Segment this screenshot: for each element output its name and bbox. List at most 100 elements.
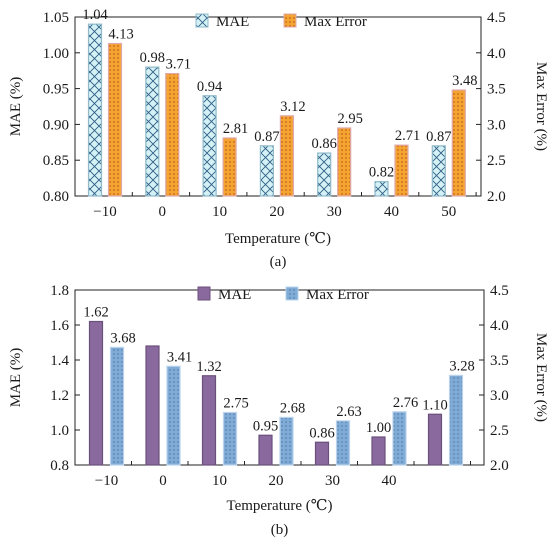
bar-max-error — [279, 416, 294, 466]
y-tick-label: 1.0 — [50, 423, 69, 439]
data-label-mae: 0.94 — [197, 79, 223, 95]
data-label-max-error: 2.71 — [395, 128, 420, 144]
bar-max-error — [165, 72, 180, 197]
data-label-max-error: 4.13 — [108, 26, 133, 42]
bar-mae — [258, 434, 273, 466]
y-tick-label: 0.90 — [43, 117, 69, 133]
bar-mae — [87, 23, 103, 197]
y-tick-label: 1.8 — [50, 283, 69, 299]
y-axis-title: MAE (%) — [8, 77, 24, 137]
y2-axis-title: Max Error (%) — [533, 62, 549, 151]
x-tick-label: 0 — [159, 204, 167, 220]
bar-max-error — [222, 137, 237, 197]
x-tick-label: 20 — [269, 473, 284, 489]
bar-max-error — [222, 411, 238, 466]
y2-tick-label: 3.0 — [487, 117, 506, 133]
x-tick-label: −10 — [93, 204, 116, 220]
data-label-max-error: 3.48 — [452, 73, 477, 89]
x-tick-label: 50 — [441, 204, 456, 220]
bar-max-error — [109, 346, 125, 466]
y-tick-label: 1.00 — [43, 46, 69, 62]
bar-mae — [145, 66, 160, 197]
chart-b: 0.8 1.0 1.2 1.4 1.6 1.8 2.0 2.5 3.0 3.5 4.0 4.5 1.62… — [8, 283, 549, 538]
y2-axis-title: Max Error (%) — [533, 333, 549, 422]
y-tick-label: 1.05 — [43, 10, 69, 26]
bar-max-error — [335, 420, 351, 466]
y2-tick-label: 4.0 — [490, 318, 509, 334]
data-label-mae: 0.82 — [369, 165, 394, 181]
x-axis-title: Temperature (℃) — [226, 498, 332, 514]
y2-tick-label: 4.5 — [487, 10, 506, 26]
bar-mae — [314, 441, 330, 466]
legend-swatch-max-error — [285, 286, 299, 301]
y2-tick-label: 2.0 — [487, 189, 506, 205]
legend-label-max-error: Max Error — [304, 14, 367, 30]
x-tick-label: 20 — [269, 204, 284, 220]
figure-caption: (b) — [271, 522, 289, 538]
data-label-mae: 0.95 — [253, 418, 278, 434]
y-tick-label: 0.8 — [50, 458, 69, 474]
y-tick-label: 0.80 — [43, 189, 69, 205]
y-tick-label: 1.4 — [50, 353, 69, 369]
data-label-mae: 0.87 — [254, 129, 279, 145]
bar-max-error — [451, 89, 466, 197]
bar-max-error — [166, 365, 181, 466]
bar-mae — [145, 345, 160, 466]
x-tick-label: 40 — [384, 204, 399, 220]
figure-caption: (a) — [270, 254, 287, 270]
data-label-mae: 1.32 — [196, 359, 221, 375]
bar-max-error — [394, 144, 409, 197]
data-label-mae: 1.10 — [422, 397, 447, 413]
data-label-max-error: 2.81 — [223, 121, 248, 137]
bar-mae — [259, 145, 274, 197]
bar-mae — [427, 413, 443, 466]
data-label-max-error: 3.12 — [280, 99, 305, 115]
legend-swatch-max-error — [283, 13, 297, 28]
plot-frame — [74, 16, 482, 197]
y2-tick-label: 4.0 — [487, 46, 506, 62]
x-tick-label: 40 — [382, 473, 397, 489]
x-axis-title: Temperature (℃) — [225, 231, 331, 247]
bar-mae — [201, 375, 217, 466]
bar-mae — [317, 152, 332, 197]
data-label-mae: 1.00 — [366, 420, 391, 436]
data-label-max-error: 2.75 — [223, 396, 248, 412]
y-tick-label: 1.2 — [50, 388, 69, 404]
bar-max-error — [392, 411, 407, 466]
legend-label-max-error: Max Error — [306, 287, 369, 303]
data-label-max-error: 2.63 — [336, 404, 361, 420]
y2-tick-label: 3.5 — [490, 353, 509, 369]
data-label-max-error: 2.95 — [338, 111, 363, 127]
bar-max-error — [107, 42, 123, 197]
chart-a: 0.80 0.85 0.90 0.95 1.00 1.05 2.0 2.5 3.0 3.5 4.0 4… — [8, 7, 549, 270]
bar-max-error — [279, 115, 294, 197]
data-label-mae: 1.62 — [83, 305, 108, 321]
x-tick-label: 30 — [325, 473, 340, 489]
y-tick-label: 1.6 — [50, 318, 69, 334]
legend-swatch-mae — [195, 13, 209, 28]
data-label-max-error: 3.71 — [166, 57, 191, 73]
y2-tick-label: 2.0 — [490, 458, 509, 474]
x-tick-label: 10 — [212, 473, 227, 489]
bar-mae — [371, 436, 386, 466]
legend: MAE Max Error — [195, 13, 367, 30]
x-tick-label: 10 — [212, 204, 227, 220]
bar-max-error — [448, 374, 464, 466]
bar-mae — [202, 95, 217, 197]
legend-label-mae: MAE — [218, 287, 251, 303]
y-axis-title: MAE (%) — [8, 348, 24, 408]
y2-tick-label: 3.5 — [487, 82, 506, 98]
y2-tick-label: 2.5 — [487, 153, 506, 169]
y-tick-label: 0.95 — [43, 82, 69, 98]
data-label-mae: 0.86 — [312, 136, 337, 152]
data-label-max-error: 2.76 — [393, 395, 418, 411]
data-label-max-error: 2.68 — [280, 400, 305, 416]
y2-tick-label: 3.0 — [490, 388, 509, 404]
legend: MAE Max Error — [197, 286, 369, 303]
data-label-mae: 1.04 — [82, 7, 108, 23]
y2-tick-label: 4.5 — [490, 283, 509, 299]
legend-label-mae: MAE — [216, 14, 249, 30]
data-label-max-error: 3.28 — [449, 358, 474, 374]
x-tick-label: −10 — [95, 473, 118, 489]
